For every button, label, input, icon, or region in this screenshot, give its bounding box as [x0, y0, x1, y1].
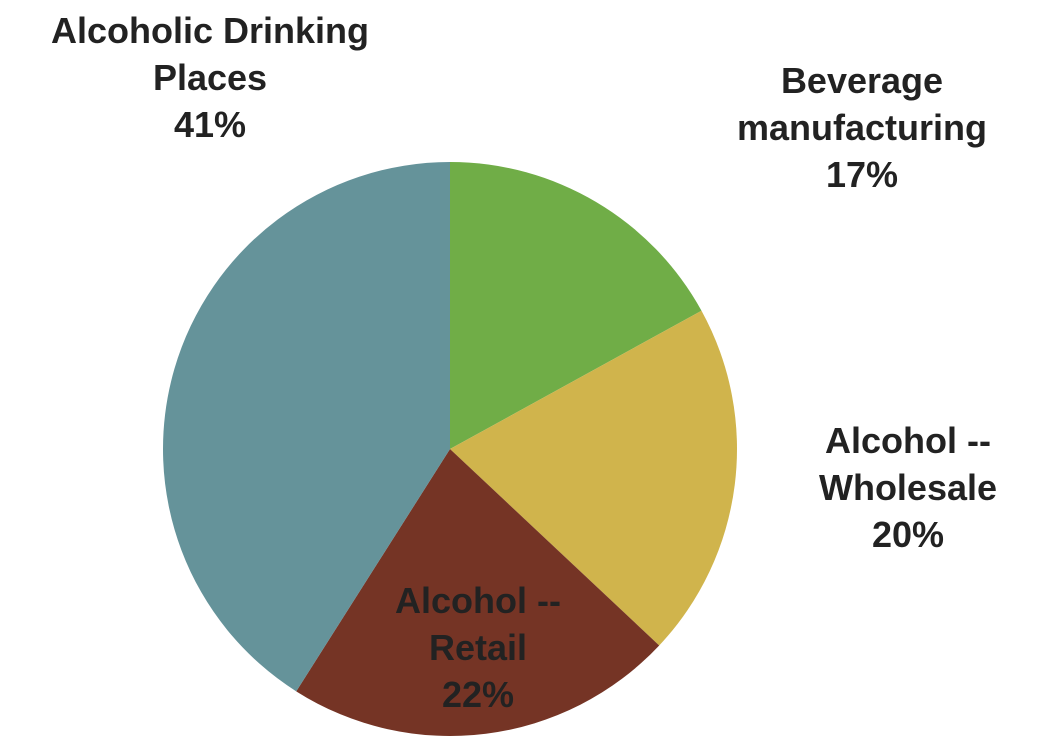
category-label: Alcohol -- Retail: [395, 580, 561, 668]
value-label: 17%: [825, 153, 899, 195]
category-label: Beverage manufacturing: [736, 60, 987, 148]
slice-label: Alcohol -- Wholesale 20%: [793, 418, 1023, 558]
pie-slice: [450, 162, 702, 449]
slice-label: Alcoholic Drinking Places 41%: [10, 8, 410, 148]
pie-slice: [162, 162, 450, 692]
value-label: 20%: [871, 513, 945, 555]
category-label: Alcohol -- Wholesale: [818, 420, 998, 508]
value-label: 22%: [441, 673, 515, 715]
category-label: Alcoholic Drinking Places: [50, 10, 370, 98]
slice-label: Alcohol -- Retail 22%: [363, 578, 593, 718]
value-label: 41%: [173, 103, 247, 145]
pie-slice: [450, 310, 737, 646]
pie-slice: [296, 449, 660, 736]
slice-label: Beverage manufacturing 17%: [702, 58, 1022, 198]
